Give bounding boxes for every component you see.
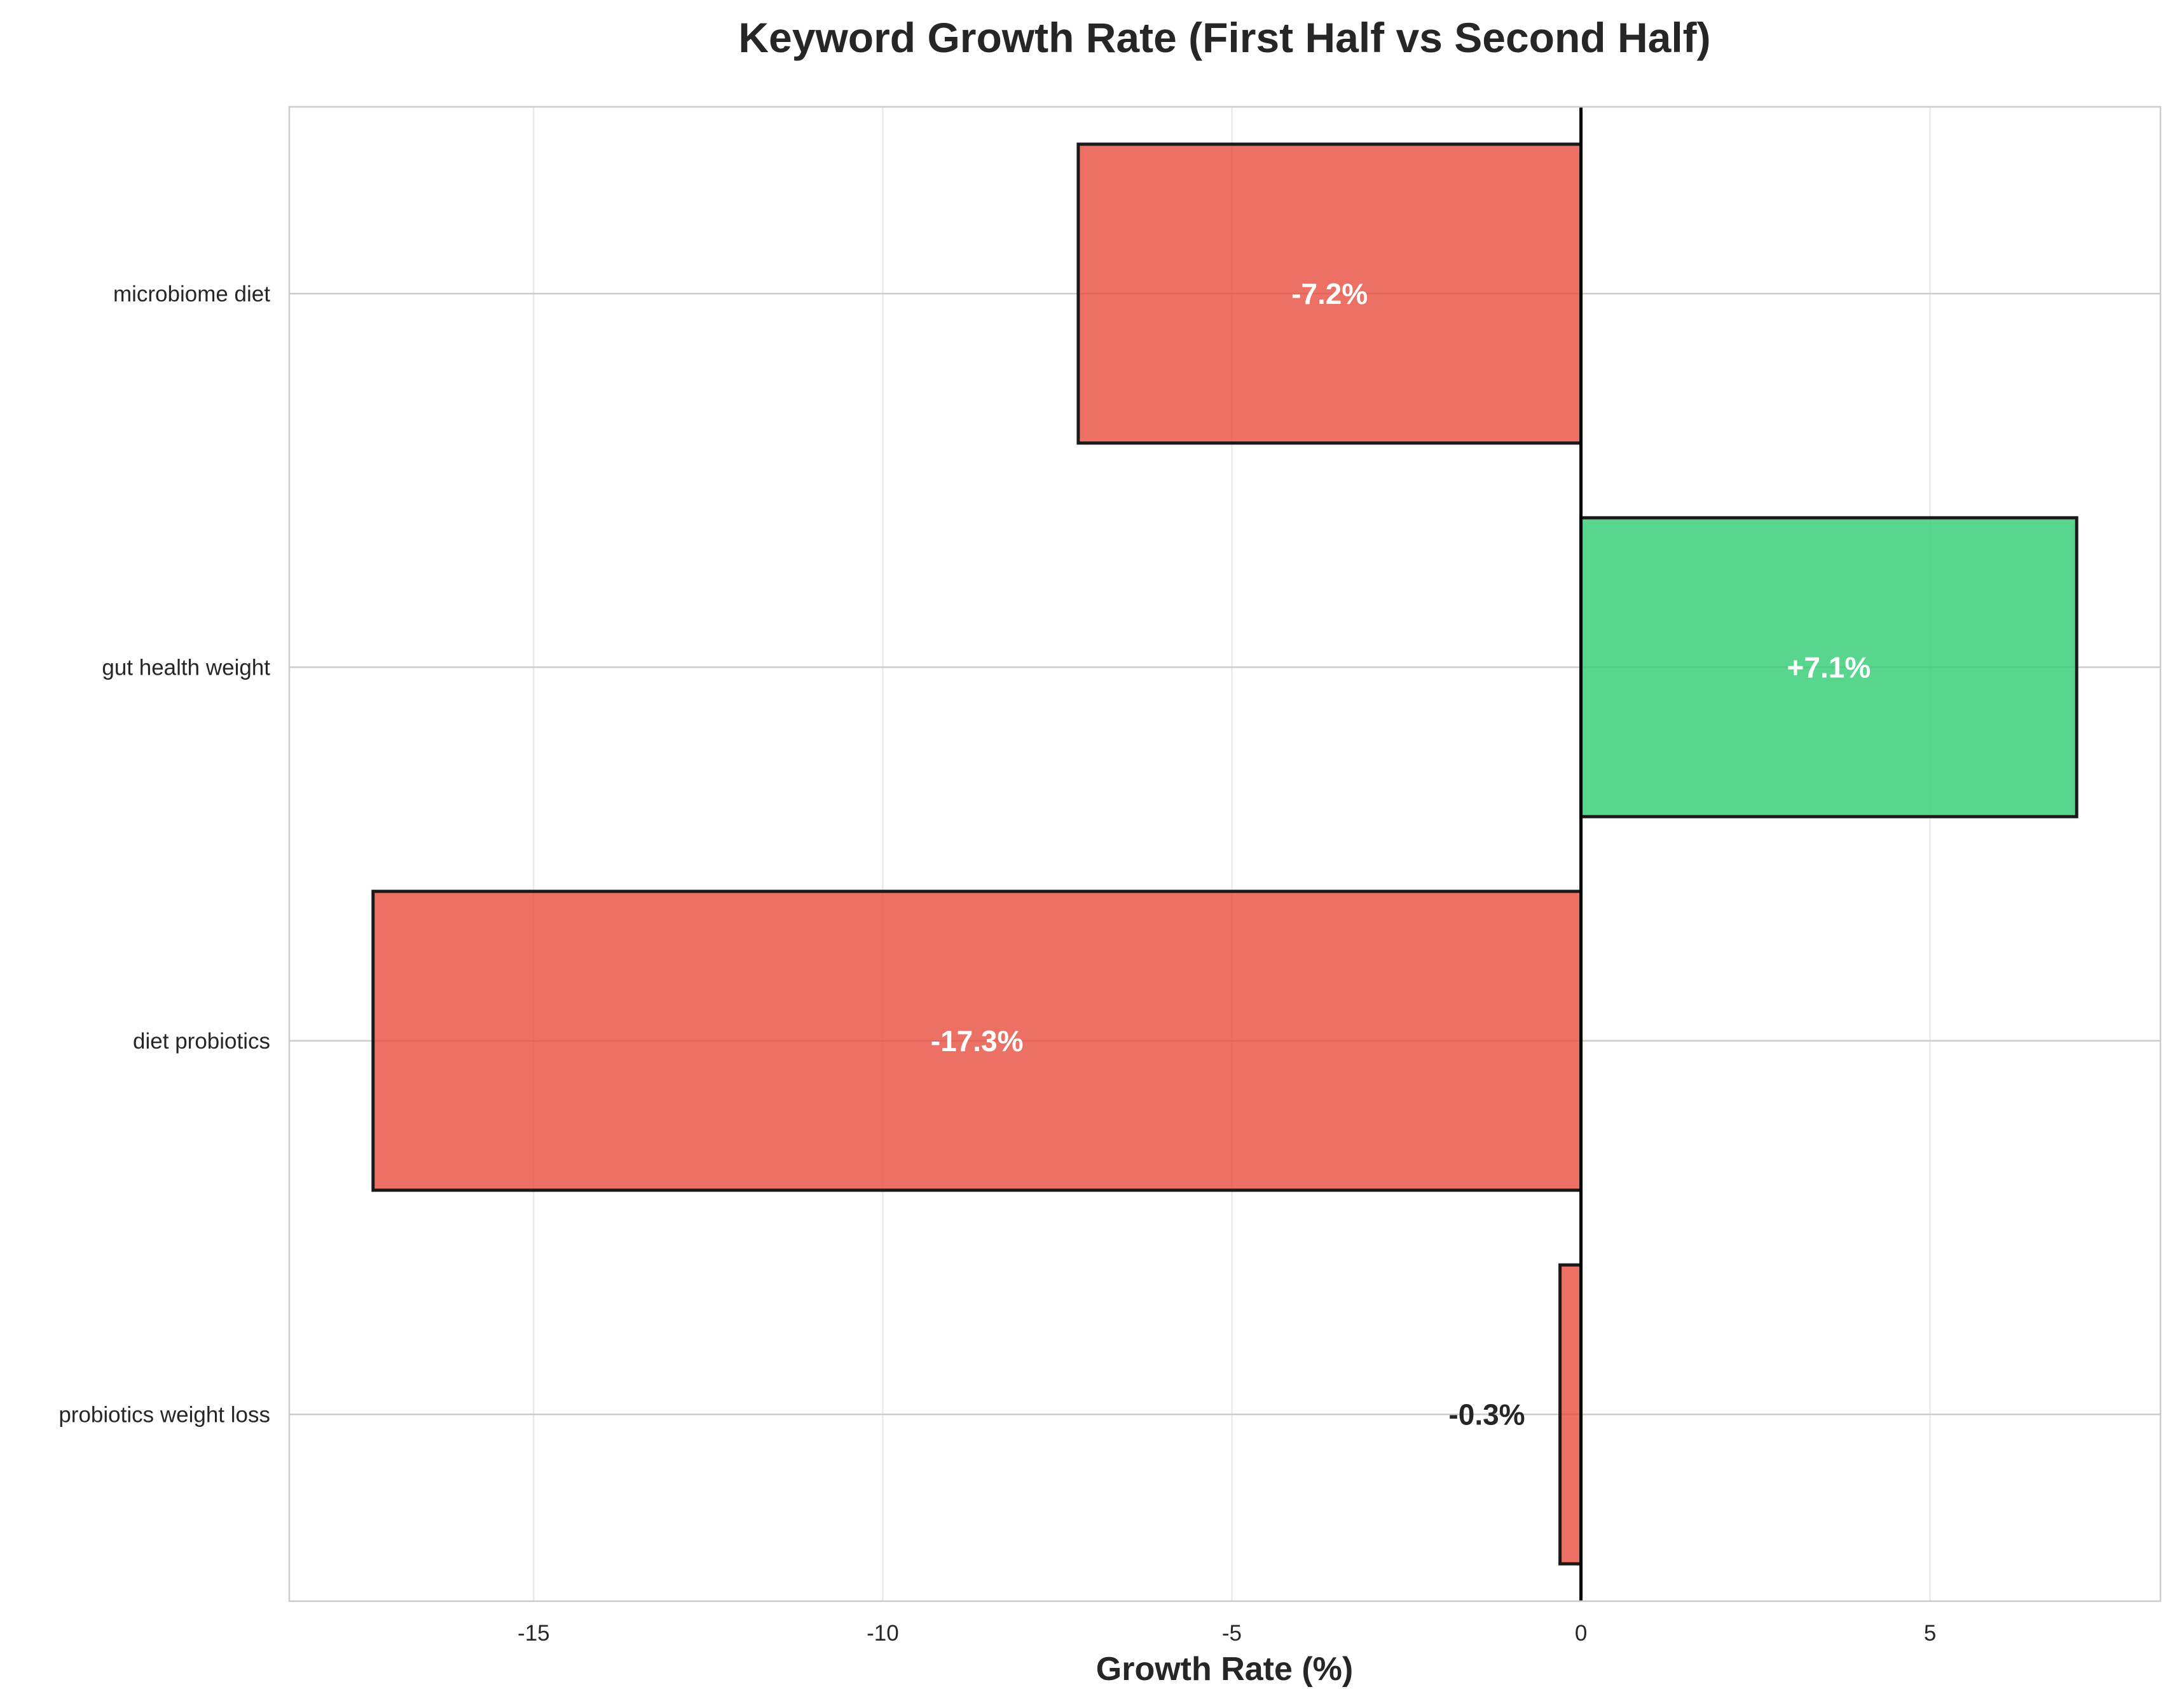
- y-tick-label: diet probiotics: [133, 1029, 270, 1054]
- bar-value-label: -0.3%: [1448, 1398, 1525, 1431]
- x-tick-label: -15: [518, 1621, 550, 1646]
- x-tick-label: 5: [1924, 1621, 1936, 1646]
- x-tick-label: -5: [1222, 1621, 1242, 1646]
- y-axis-ticks: microbiome diet gut health weight diet pro…: [58, 282, 270, 1428]
- bar-gut-health-weight: [1579, 516, 2078, 818]
- y-tick-label: probiotics weight loss: [58, 1402, 270, 1427]
- category-grid-lines: [289, 293, 2160, 1415]
- x-tick-label: -10: [867, 1621, 899, 1646]
- bar-diet-probiotics: [371, 890, 1583, 1192]
- bar-value-label: -7.2%: [1291, 277, 1368, 310]
- bar-probiotics-weight-loss: [1558, 1263, 1583, 1566]
- y-tick-label: microbiome diet: [113, 282, 270, 306]
- chart-title: Keyword Growth Rate (First Half vs Secon…: [738, 14, 1710, 61]
- x-tick-label: 0: [1575, 1621, 1587, 1646]
- bars: [371, 142, 2078, 1566]
- bar-value-label: -17.3%: [931, 1024, 1024, 1057]
- bar-labels: -7.2% +7.1% -17.3% -0.3%: [931, 277, 1871, 1431]
- y-tick-label: gut health weight: [102, 655, 270, 680]
- x-axis-label: Growth Rate (%): [1096, 1651, 1353, 1688]
- plot-frame: [288, 106, 2162, 1602]
- x-axis-ticks: -15 -10 -5 0 5: [518, 1621, 1936, 1646]
- bar-value-label: +7.1%: [1787, 651, 1871, 684]
